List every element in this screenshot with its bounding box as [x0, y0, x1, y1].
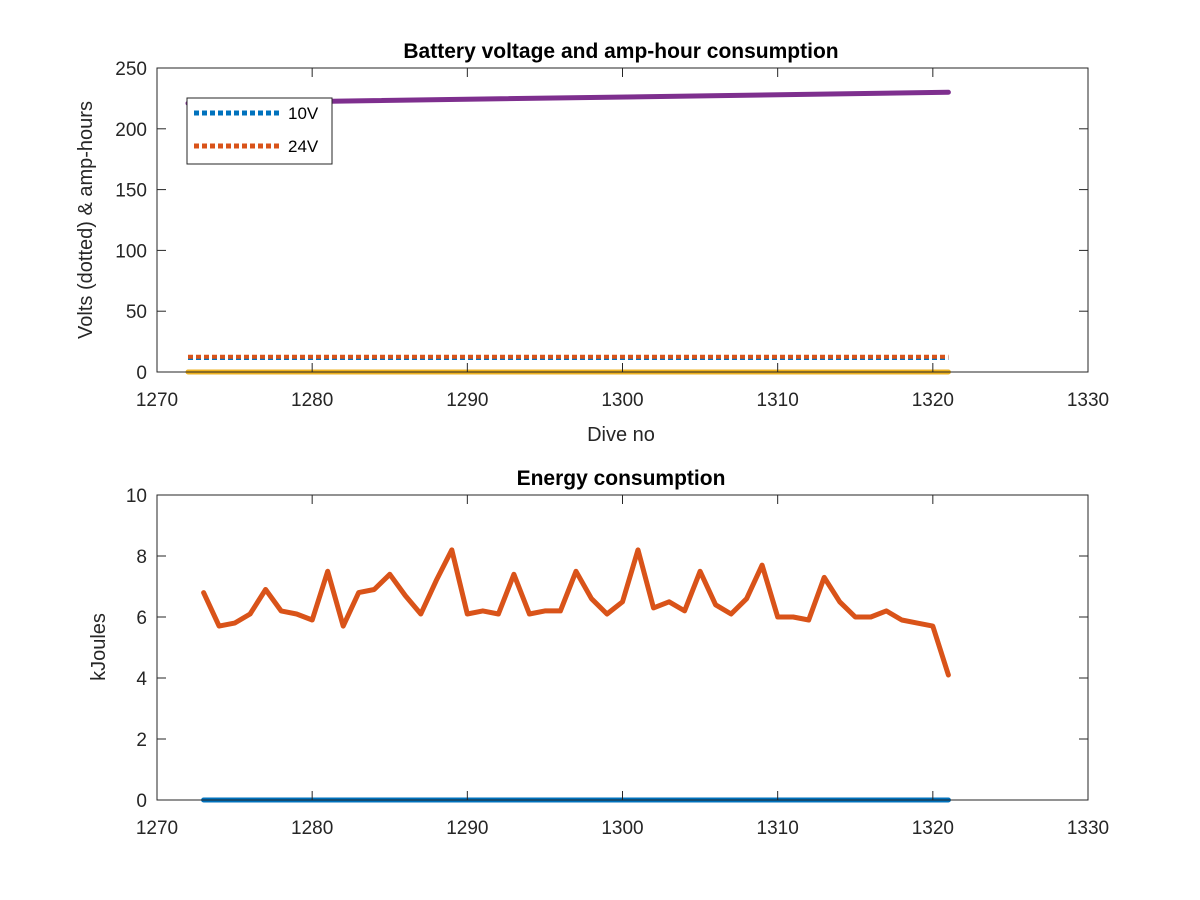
bottom-x-ticks: 1270 1280 1290 1300 1310 1320 1330	[136, 495, 1109, 839]
top-y-tick-label: 150	[115, 181, 147, 202]
top-x-tick-label: 1280	[291, 390, 333, 411]
top-x-ticks: 1270 1280 1290 1300 1310 1320 1330	[136, 68, 1109, 411]
top-x-tick-label: 1300	[601, 390, 643, 411]
bottom-plot-area	[157, 495, 1088, 800]
bottom-x-tick-label: 1270	[136, 818, 178, 839]
bottom-y-ticks: 0 2 4 6 8 10	[126, 486, 1088, 812]
bottom-x-tick-label: 1330	[1067, 818, 1109, 839]
legend-label-10v: 10V	[288, 104, 319, 123]
bottom-x-tick-label: 1300	[601, 818, 643, 839]
top-x-tick-label: 1320	[912, 390, 954, 411]
bottom-chart: Energy consumption 1270 1280 1290 1300 1310 1…	[88, 467, 1109, 839]
bottom-y-tick-label: 6	[136, 608, 147, 629]
top-y-axis-label: Volts (dotted) & amp-hours	[75, 101, 97, 339]
bottom-y-tick-label: 8	[136, 547, 147, 568]
legend: 10V 24V	[186, 97, 333, 165]
top-x-axis-label: Dive no	[587, 424, 655, 446]
top-chart-title: Battery voltage and amp-hour consumption	[403, 40, 838, 63]
top-y-ticks: 0 50 100 150 200 250	[115, 59, 1088, 384]
top-y-tick-label: 250	[115, 59, 147, 80]
bottom-x-tick-label: 1310	[757, 818, 799, 839]
bottom-y-tick-label: 0	[136, 791, 147, 812]
bottom-x-tick-label: 1320	[912, 818, 954, 839]
bottom-chart-title: Energy consumption	[517, 467, 726, 490]
bottom-y-tick-label: 2	[136, 730, 147, 751]
bottom-y-tick-label: 4	[136, 669, 147, 690]
top-y-tick-label: 100	[115, 241, 147, 262]
bottom-y-axis-label: kJoules	[88, 613, 110, 681]
top-x-tick-label: 1330	[1067, 390, 1109, 411]
legend-box	[186, 97, 333, 165]
bottom-x-tick-label: 1290	[446, 818, 488, 839]
legend-label-24v: 24V	[288, 137, 319, 156]
top-x-tick-label: 1270	[136, 390, 178, 411]
top-y-tick-label: 50	[126, 302, 147, 323]
top-chart: Battery voltage and amp-hour consumption…	[75, 40, 1109, 446]
bottom-y-tick-label: 10	[126, 486, 147, 507]
top-x-tick-label: 1290	[446, 390, 488, 411]
top-y-tick-label: 0	[136, 363, 147, 384]
bottom-series-line-1	[201, 547, 951, 678]
top-x-tick-label: 1310	[757, 390, 799, 411]
bottom-x-tick-label: 1280	[291, 818, 333, 839]
top-y-tick-label: 200	[115, 120, 147, 141]
